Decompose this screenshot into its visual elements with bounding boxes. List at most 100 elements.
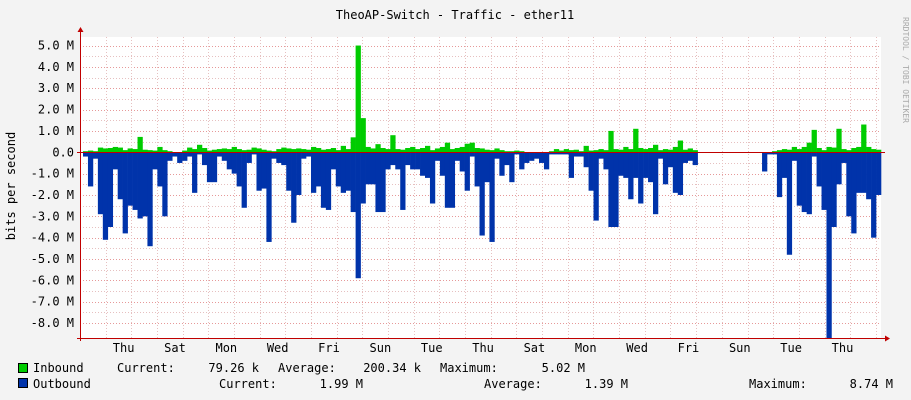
outbound-bar bbox=[127, 152, 133, 206]
outbound-bar bbox=[276, 152, 282, 163]
outbound-bar bbox=[677, 152, 684, 195]
inbound-bar bbox=[519, 151, 525, 153]
x-axis-arrow bbox=[885, 335, 890, 342]
inbound-bar bbox=[464, 143, 470, 153]
outbound-bar bbox=[360, 152, 366, 204]
inbound-bar bbox=[306, 149, 312, 153]
inbound-bar bbox=[97, 147, 104, 153]
inbound-bar bbox=[583, 145, 589, 153]
x-tick-label: Fri bbox=[318, 341, 340, 355]
outbound-bar bbox=[216, 152, 223, 157]
inbound-bar bbox=[137, 136, 143, 153]
legend-outbound-average-label: Average: bbox=[484, 377, 542, 391]
outbound-bar bbox=[583, 152, 589, 168]
outbound-bar bbox=[786, 152, 793, 255]
inbound-bar bbox=[320, 149, 327, 153]
inbound-bar bbox=[405, 148, 411, 153]
inbound-bar bbox=[345, 149, 351, 153]
outbound-bar bbox=[147, 152, 153, 247]
legend-outbound-name: Outbound bbox=[33, 377, 91, 391]
outbound-bar bbox=[682, 152, 688, 163]
legend-outbound-current-label: Current: bbox=[219, 377, 277, 391]
inbound-bar bbox=[410, 146, 416, 153]
inbound-bar bbox=[291, 149, 297, 153]
outbound-bar bbox=[771, 152, 778, 155]
outbound-bar bbox=[514, 152, 520, 155]
outbound-bar bbox=[578, 152, 584, 157]
inbound-bar bbox=[643, 149, 649, 153]
inbound-bar bbox=[558, 150, 565, 153]
outbound-bar bbox=[484, 152, 490, 183]
inbound-bar bbox=[87, 150, 94, 153]
x-tick-label: Sun bbox=[729, 341, 751, 355]
inbound-bar bbox=[598, 149, 604, 153]
outbound-bar bbox=[246, 152, 252, 163]
outbound-bar bbox=[410, 152, 416, 170]
outbound-bar bbox=[613, 152, 619, 227]
x-tick-label: Thu bbox=[832, 341, 854, 355]
outbound-bar bbox=[464, 152, 470, 191]
legend-inbound-current-label: Current: bbox=[117, 361, 175, 375]
outbound-bar bbox=[558, 152, 565, 155]
outbound-bar bbox=[539, 152, 545, 163]
inbound-bar bbox=[355, 45, 361, 153]
inbound-bar bbox=[484, 149, 490, 153]
outbound-bar bbox=[469, 152, 475, 157]
inbound-bar bbox=[380, 148, 386, 153]
outbound-bar bbox=[767, 152, 773, 155]
inbound-bar bbox=[509, 151, 515, 153]
outbound-bar bbox=[167, 152, 173, 161]
outbound-bar bbox=[434, 152, 441, 161]
outbound-bar bbox=[301, 152, 307, 159]
inbound-bar bbox=[311, 146, 317, 153]
outbound-bar bbox=[226, 152, 232, 170]
inbound-bar bbox=[92, 151, 99, 153]
inbound-bar bbox=[167, 151, 173, 153]
y-tick-label: 1.0 M bbox=[38, 124, 74, 138]
outbound-bar bbox=[311, 152, 317, 193]
x-tick-label: Tue bbox=[421, 341, 443, 355]
inbound-bar bbox=[375, 144, 381, 153]
inbound-bar bbox=[836, 128, 842, 153]
outbound-bar bbox=[256, 152, 262, 191]
inbound-bar bbox=[831, 147, 837, 153]
outbound-bar bbox=[177, 152, 183, 163]
outbound-bar bbox=[479, 152, 485, 236]
inbound-bar bbox=[241, 150, 247, 153]
outbound-bar bbox=[633, 152, 639, 178]
inbound-bar bbox=[201, 148, 208, 153]
outbound-bar bbox=[320, 152, 327, 208]
inbound-bar bbox=[504, 151, 510, 153]
inbound-bar bbox=[657, 150, 664, 153]
inbound-bar bbox=[420, 148, 426, 153]
inbound-bar bbox=[335, 150, 342, 153]
outbound-bar bbox=[628, 152, 634, 200]
inbound-bar bbox=[826, 146, 832, 153]
legend: Inbound Current: 79.26 k Average: 200.34 k Ma… bbox=[18, 361, 893, 391]
outbound-bar bbox=[811, 152, 817, 157]
outbound-bar bbox=[236, 152, 242, 187]
inbound-bar bbox=[618, 149, 624, 153]
outbound-bar bbox=[499, 152, 505, 176]
outbound-bar bbox=[667, 152, 674, 168]
inbound-bar bbox=[439, 146, 446, 153]
outbound-bar bbox=[672, 152, 679, 193]
outbound-bar bbox=[162, 152, 168, 217]
outbound-bar bbox=[281, 152, 287, 166]
inbound-bar bbox=[811, 129, 817, 153]
outbound-bar bbox=[861, 152, 867, 193]
outbound-bar bbox=[593, 152, 599, 221]
outbound-bar bbox=[866, 152, 872, 200]
inbound-bar bbox=[672, 146, 679, 153]
outbound-bar bbox=[192, 152, 198, 193]
inbound-bar bbox=[187, 147, 193, 153]
inbound-bar bbox=[256, 148, 262, 153]
inbound-bar bbox=[301, 149, 307, 153]
inbound-bar bbox=[553, 149, 560, 153]
x-tick-label: Mon bbox=[215, 341, 237, 355]
inbound-bar bbox=[454, 148, 460, 153]
inbound-bar bbox=[801, 146, 807, 153]
y-tick-label: -1.0 M bbox=[31, 167, 74, 181]
inbound-bar bbox=[142, 149, 148, 153]
